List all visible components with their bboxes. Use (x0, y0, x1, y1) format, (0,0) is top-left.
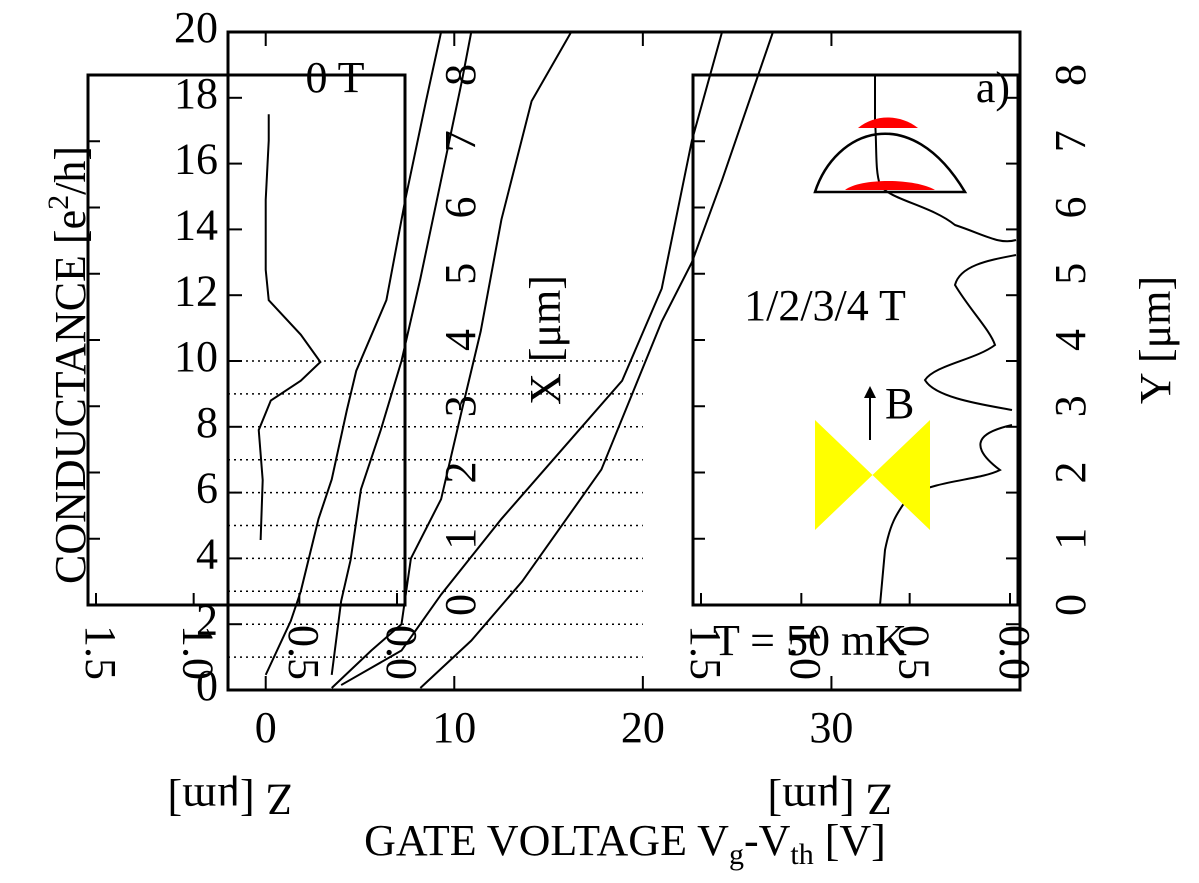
inset-y-tick-label: 8 (1046, 64, 1095, 86)
inset-y-tick-label: 8 (436, 64, 485, 86)
inset-y-tick-label: 1 (1046, 528, 1095, 550)
inset-x-tick-label: 0.5 (890, 625, 939, 680)
data-line (331, 31, 573, 689)
bowtie-sample (815, 420, 930, 530)
arrow-head (864, 386, 876, 398)
inset-y-tick-label: 3 (436, 395, 485, 417)
inset-x-tick-label: 0.0 (990, 625, 1039, 680)
inset-y-tick-label: 1 (436, 528, 485, 550)
x-tick-label: 10 (432, 703, 476, 752)
y-tick-label: 16 (174, 135, 218, 184)
data-line (419, 31, 774, 689)
y-tick-label: 18 (174, 69, 218, 118)
inset-y-label: X [μm] (521, 275, 570, 405)
x-label-sub: g (729, 838, 744, 871)
inset-y-tick-label: 7 (1046, 130, 1095, 152)
x-tick-label: 30 (809, 703, 853, 752)
y-tick-label: 8 (196, 398, 218, 447)
annotation: T = 50 mK (713, 616, 907, 665)
inset-y-tick-label: 5 (1046, 263, 1095, 285)
inset-y-tick-label: 0 (436, 594, 485, 616)
inset-x-tick-label: 1.5 (76, 625, 125, 680)
annotation: a) (976, 63, 1010, 112)
y-tick-label: 20 (174, 3, 218, 52)
x-label-sub: th (790, 838, 813, 871)
inset-decoration (813, 75, 1017, 606)
inset-y-tick-label: 0 (1046, 594, 1095, 616)
inset-x-tick-label: 1.0 (174, 625, 223, 680)
inset-y-tick-label: 6 (436, 197, 485, 219)
y-tick-label: 0 (196, 661, 218, 710)
inset-y-label: Y [μm] (1131, 276, 1180, 404)
band-diagram (813, 132, 968, 194)
annotation: 0 T (305, 53, 364, 102)
inset-y-tick-label: 2 (436, 462, 485, 484)
x-label-part: GATE VOLTAGE V (364, 816, 729, 865)
inset-x-tick-label: 1.0 (781, 625, 830, 680)
y-tick-label: 12 (174, 266, 218, 315)
inset-x-tick-label: 0.0 (377, 625, 426, 680)
inset-y-tick-label: 5 (436, 263, 485, 285)
y-tick-label: 10 (174, 332, 218, 381)
data-line (257, 114, 322, 541)
inset-y-tick-label: 4 (436, 329, 485, 351)
y-tick-label: 4 (196, 529, 218, 578)
y-tick-label: 2 (196, 595, 218, 644)
inset-y-tick-label: 3 (1046, 395, 1095, 417)
y-label-sup: 2 (42, 195, 75, 210)
inset-x-tick-label: 1.5 (681, 625, 730, 680)
data-line (330, 31, 473, 675)
y-tick-label: 6 (196, 464, 218, 513)
y-tick-label: 14 (174, 200, 218, 249)
data-line (340, 31, 724, 686)
inset-curve (874, 75, 1017, 606)
x-tick-label: 20 (621, 703, 665, 752)
x-label-part: [V] (814, 816, 886, 865)
x-label-part: -V (744, 816, 791, 865)
inset-y-tick-label: 7 (436, 130, 485, 152)
inset-y-tick-label: 4 (1046, 329, 1095, 351)
annotation: 1/2/3/4 T (744, 281, 906, 330)
x-axis-label: GATE VOLTAGE Vg-Vth [V] (364, 816, 886, 871)
red-region (858, 117, 918, 128)
inset-y-tick-label: 2 (1046, 462, 1095, 484)
annotation: B (885, 379, 914, 428)
data-line (264, 31, 443, 676)
inset-x-label: Z [μm] (768, 775, 893, 824)
inset-x-tick-label: 0.5 (279, 625, 328, 680)
inset-frame (691, 73, 1020, 607)
inset-y-tick-label: 6 (1046, 197, 1095, 219)
x-tick-label: 0 (255, 703, 277, 752)
red-region (845, 181, 935, 190)
inset-x-label: Z [μm] (168, 775, 293, 824)
